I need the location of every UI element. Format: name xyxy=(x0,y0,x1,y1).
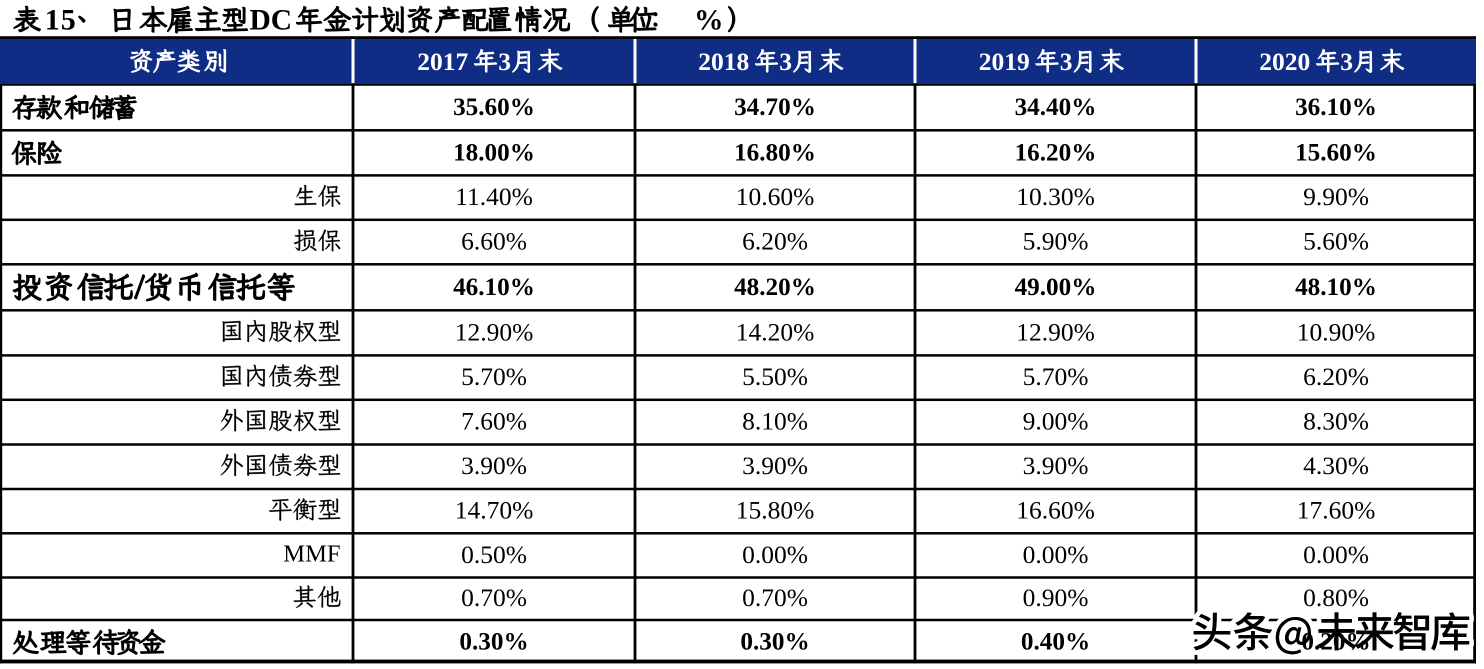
svg-text:34.40%: 34.40% xyxy=(1015,94,1097,121)
svg-text:6.20%: 6.20% xyxy=(1303,362,1369,391)
svg-text:0.30%: 0.30% xyxy=(459,629,528,656)
svg-text:0.00%: 0.00% xyxy=(1303,540,1369,569)
svg-text:2018: 2018 xyxy=(698,47,749,76)
svg-text:14.70%: 14.70% xyxy=(455,496,534,525)
svg-text:7.60%: 7.60% xyxy=(461,407,527,436)
svg-text:0.30%: 0.30% xyxy=(740,629,809,656)
svg-text:35.60%: 35.60% xyxy=(453,94,535,121)
svg-text:3: 3 xyxy=(1340,47,1353,76)
svg-text:9.00%: 9.00% xyxy=(1023,407,1089,436)
svg-text:DC: DC xyxy=(250,4,293,36)
svg-text:36.10%: 36.10% xyxy=(1295,94,1377,121)
svg-text:3: 3 xyxy=(1060,47,1073,76)
svg-text:2019: 2019 xyxy=(979,47,1030,76)
svg-text:3: 3 xyxy=(779,47,792,76)
svg-text:5.70%: 5.70% xyxy=(1023,362,1089,391)
svg-text:2020: 2020 xyxy=(1259,47,1310,76)
svg-text:49.00%: 49.00% xyxy=(1015,274,1097,301)
svg-text:3.90%: 3.90% xyxy=(742,451,808,480)
svg-text:46.10%: 46.10% xyxy=(453,274,535,301)
svg-text:0.90%: 0.90% xyxy=(1023,583,1089,612)
svg-text:9.90%: 9.90% xyxy=(1303,182,1369,211)
svg-text:0.00%: 0.00% xyxy=(1023,540,1089,569)
svg-text:0.70%: 0.70% xyxy=(461,583,527,612)
svg-text:12.90%: 12.90% xyxy=(1016,317,1095,346)
svg-text:3: 3 xyxy=(498,47,511,76)
svg-text:48.10%: 48.10% xyxy=(1295,274,1377,301)
svg-text:0.00%: 0.00% xyxy=(742,540,808,569)
svg-text:0.40%: 0.40% xyxy=(1021,629,1090,656)
svg-text:5: 5 xyxy=(61,3,76,36)
svg-text:8.30%: 8.30% xyxy=(1303,407,1369,436)
svg-text:15.80%: 15.80% xyxy=(736,496,815,525)
svg-text:0.70%: 0.70% xyxy=(742,583,808,612)
svg-text:34.70%: 34.70% xyxy=(734,94,816,121)
svg-text:5.50%: 5.50% xyxy=(742,362,808,391)
svg-text:15.60%: 15.60% xyxy=(1295,139,1377,166)
svg-text:48.20%: 48.20% xyxy=(734,274,816,301)
svg-text:10.30%: 10.30% xyxy=(1016,182,1095,211)
svg-text:3.90%: 3.90% xyxy=(461,451,527,480)
svg-text:6.60%: 6.60% xyxy=(461,227,527,256)
svg-text:5.60%: 5.60% xyxy=(1303,227,1369,256)
svg-text:0.80%: 0.80% xyxy=(1303,583,1369,612)
svg-text:12.90%: 12.90% xyxy=(455,317,534,346)
svg-text:11.40%: 11.40% xyxy=(455,182,533,211)
svg-text:4.30%: 4.30% xyxy=(1303,451,1369,480)
svg-text:17.60%: 17.60% xyxy=(1297,496,1376,525)
svg-text:5.70%: 5.70% xyxy=(461,362,527,391)
svg-text:MMF: MMF xyxy=(283,540,340,567)
svg-text:10.90%: 10.90% xyxy=(1297,317,1376,346)
svg-text:14.20%: 14.20% xyxy=(736,317,815,346)
svg-text:0.50%: 0.50% xyxy=(461,540,527,569)
svg-text:16.80%: 16.80% xyxy=(734,139,816,166)
svg-text:6.20%: 6.20% xyxy=(742,227,808,256)
svg-text:1: 1 xyxy=(45,3,60,36)
svg-text:8.10%: 8.10% xyxy=(742,407,808,436)
svg-text:0.20%: 0.20% xyxy=(1301,629,1370,656)
svg-text:5.90%: 5.90% xyxy=(1023,227,1089,256)
svg-text:16.20%: 16.20% xyxy=(1015,139,1097,166)
svg-text:10.60%: 10.60% xyxy=(736,182,815,211)
svg-text:2017: 2017 xyxy=(417,47,468,76)
svg-text:3.90%: 3.90% xyxy=(1023,451,1089,480)
svg-text:16.60%: 16.60% xyxy=(1016,496,1095,525)
svg-text:%: % xyxy=(694,4,724,36)
svg-text:18.00%: 18.00% xyxy=(453,139,535,166)
